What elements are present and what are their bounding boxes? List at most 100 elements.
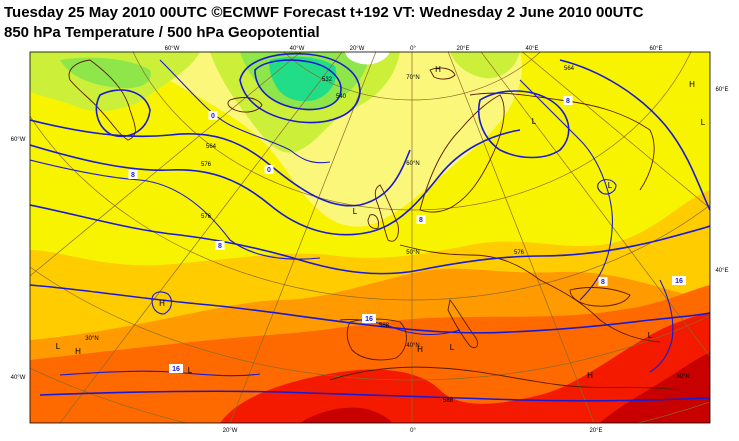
temp-band-red [220,312,710,423]
pressure-center-low: L [450,343,455,352]
temp-band-deep [30,285,710,423]
geo-556-east [559,59,710,211]
pressure-center-high: H [689,80,695,89]
pressure-center-low: L [532,117,537,126]
pressure-center-low: L [608,181,613,190]
pressure-center-low: L [56,342,61,351]
geopotential-label: 576 [201,162,212,168]
coast-black-sea [569,287,631,307]
meridian-60w [30,52,302,277]
chart-title: Tuesday 25 May 2010 00UTC ©ECMWF Forecas… [4,4,644,21]
pressure-center-high: H [587,371,593,380]
isotherm-8-west [30,159,321,260]
lon-label-top: 40°W [290,46,305,52]
coast-europe [399,244,661,343]
coast-italy [447,298,479,349]
isotherm-high-loop [151,291,173,315]
meridian-40w [59,52,343,423]
coast-iceland [227,97,263,113]
edge-label-right: 40°E [715,268,728,274]
lon-label-bottom: 20°E [589,428,602,434]
lon-label-top: 0° [410,46,416,52]
lat-label: 60°N [406,161,419,167]
geo-564-east [478,90,570,159]
geopotential-label: 564 [206,144,217,150]
chart-subtitle: 850 hPa Temperature / 500 hPa Geopotenti… [4,24,320,41]
lat-label: 50°N [406,250,419,256]
isotherm-label: 16 [675,278,683,285]
coast-north-africa [329,366,681,391]
isotherm-16-east [649,279,674,373]
meridian-20w [229,52,377,423]
isotherm-label-box [264,165,274,174]
isotherm-16-central [339,318,461,336]
geo-south [39,390,710,402]
isotherm-label-box [416,215,426,224]
geopotential-label: 588 [443,398,454,404]
temp-band-dark-2 [300,407,392,423]
temp-band-dark [600,352,710,423]
lat-label: 30°N [676,374,689,380]
pressure-center-high: H [75,347,81,356]
isotherm-label-box [672,276,686,285]
lon-label-top: 20°E [456,46,469,52]
map-frame [29,51,711,424]
lon-label-top: 40°E [525,46,538,52]
geopotential-label: 576 [514,250,525,256]
coast-svalbard [429,67,456,80]
geopotential-label: 588 [379,323,390,329]
geo-576 [30,204,710,275]
temp-band-pale [130,52,522,227]
isotherm-label-box [598,277,608,286]
coast-britain [374,184,399,242]
geo-532 [254,59,342,111]
geopotential-label: 564 [564,66,575,72]
isotherm-label-box [169,364,183,373]
temp-band-cold [269,56,337,102]
coast-iberia [346,318,407,361]
meridian-60e [521,52,710,209]
edge-label-right: 60°E [715,87,728,93]
geo-552-arc [95,89,151,137]
isotherm-label: 8 [131,172,135,179]
pressure-center-low: L [188,366,193,375]
meridian-20e [447,52,595,423]
lat-label: 30°N [85,336,98,342]
isotherm-label-box [563,96,573,105]
pressure-center-high: H [417,345,423,354]
isotherms [30,59,674,377]
geopotential-contours [30,52,710,402]
isotherm-0 [159,59,331,164]
coast-baltic-russia [469,92,655,191]
coast-scandinavia [419,94,505,213]
lon-label-bottom: 0° [410,428,416,434]
isotherm-label-box [362,314,376,323]
pressure-center-low: L [648,331,653,340]
isotherm-label: 8 [419,217,423,224]
temp-band-mild-3 [450,52,520,79]
geopotential-label: 540 [336,94,347,100]
sea-ice-patch [345,52,390,65]
pressure-center-low: L [701,118,706,127]
lon-label-top: 20°W [350,46,365,52]
isotherm-label: 16 [172,366,180,373]
isotherm-label: 16 [365,316,373,323]
isotherm-label: 0 [211,113,215,120]
lon-label-bottom: 20°W [223,428,238,434]
geo-564-north [30,129,521,236]
isotherm-8-east [519,79,613,301]
lon-label-top: 60°E [649,46,662,52]
isotherm-label-box [208,111,218,120]
pressure-center-high: H [159,299,165,308]
pressure-center-high: H [435,65,441,74]
coast-ireland [367,214,379,229]
isotherm-label-box [215,241,225,250]
edge-label-left: 60°W [11,137,26,143]
geo-540 [239,52,361,124]
edge-label-left: 40°W [11,375,26,381]
lat-label: 40°N [406,343,419,349]
map-labels: 60°W 40°W 20°W 0° 20°E 40°E 60°E 20°W 0° 20°E 60°W… [11,46,729,434]
pressure-center-low: L [353,207,358,216]
